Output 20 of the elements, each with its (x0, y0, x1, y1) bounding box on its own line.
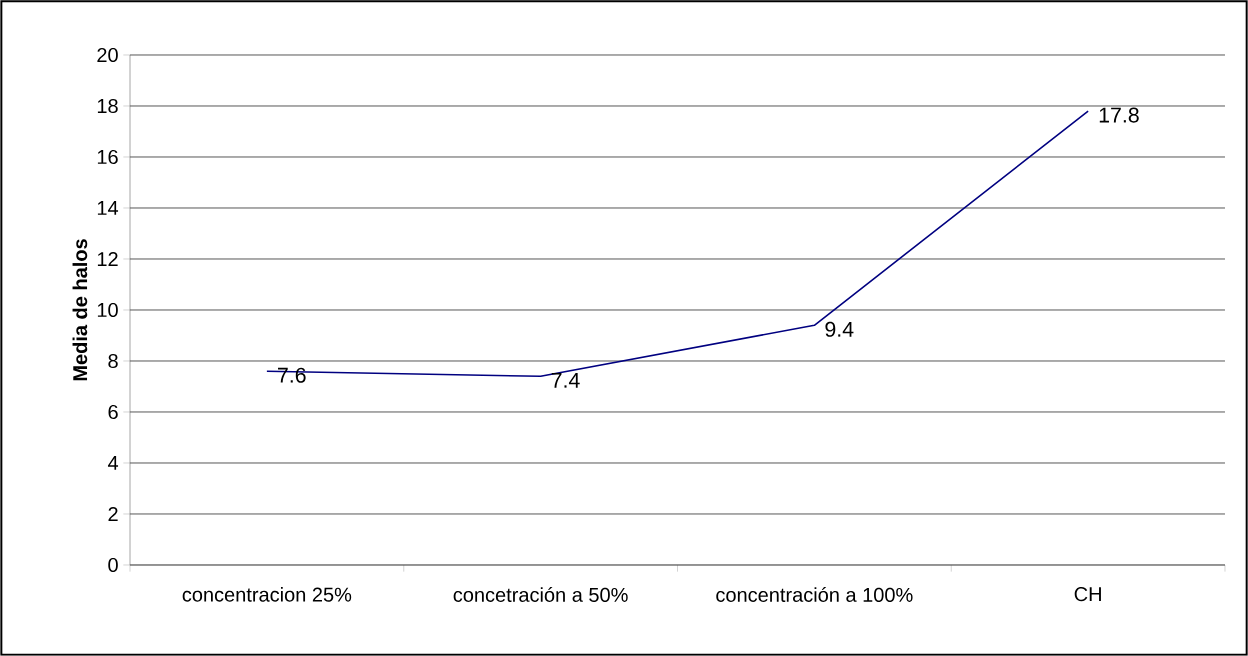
x-tick-label: CH (1074, 587, 1101, 602)
y-tick-label: 4 (107, 456, 119, 470)
y-tick-label: 6 (108, 404, 118, 420)
data-label: 7.6 (278, 367, 306, 383)
x-tick-label: concentración a 100% (716, 587, 913, 602)
y-tick-label: 8 (108, 353, 118, 369)
y-tick-label: 14 (97, 201, 119, 215)
data-label: 17.8 (1099, 107, 1139, 123)
y-tick-label: 18 (97, 98, 118, 114)
data-label: 9.4 (825, 321, 854, 337)
y-tick-label: 12 (97, 252, 118, 266)
x-tick-label: concetración a 50% (453, 587, 628, 602)
y-tick-label: 10 (97, 302, 118, 318)
y-axis-title: Media de halos (72, 239, 88, 381)
data-label: 7.4 (551, 372, 580, 388)
y-tick-label: 20 (97, 47, 118, 63)
y-tick-label: 0 (108, 557, 118, 573)
y-tick-label: 16 (97, 149, 118, 165)
y-tick-label: 2 (108, 507, 118, 521)
x-tick-label: concentracion 25% (182, 587, 352, 602)
